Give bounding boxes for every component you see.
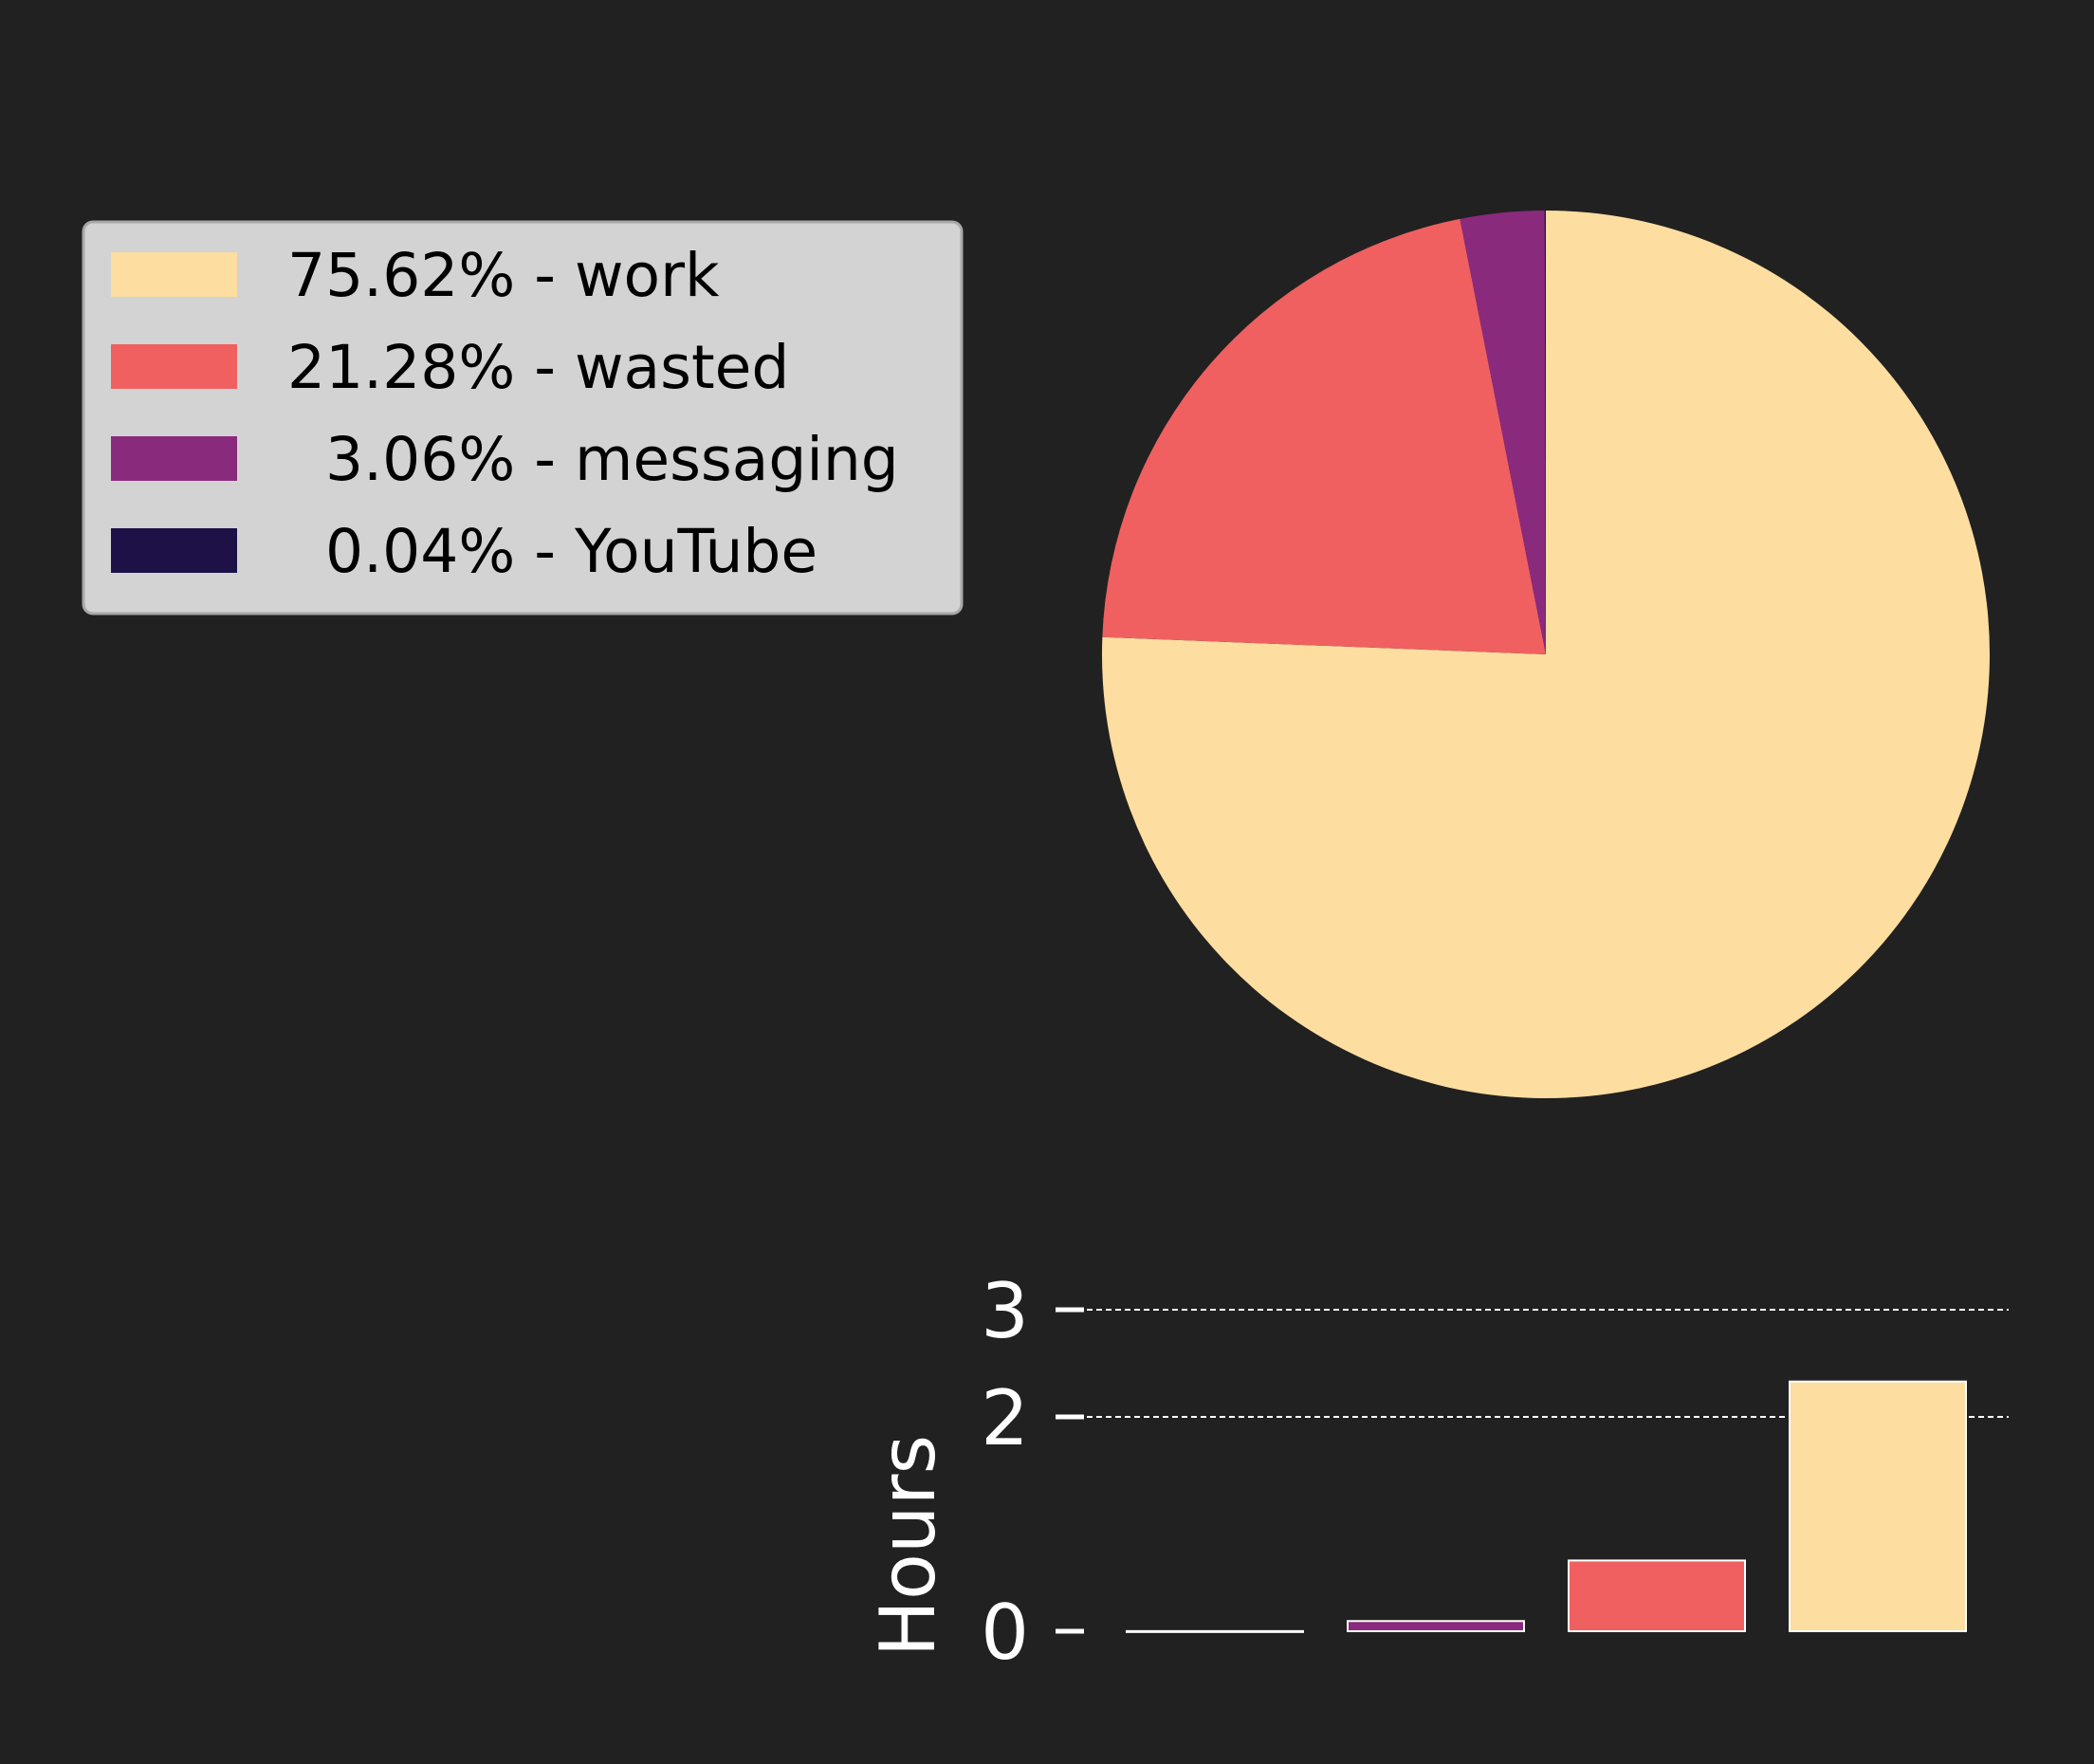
- pie-slice-work: [1102, 211, 1991, 1099]
- legend-label-messaging: 3.06% - messaging: [287, 425, 899, 494]
- bar-work: [1789, 1380, 1967, 1632]
- y-tick-label-0: 0: [981, 1589, 1029, 1677]
- bar-youtube: [1126, 1629, 1304, 1633]
- pie-slice-messaging: [1460, 211, 1546, 655]
- legend-swatch-wasted: [111, 344, 237, 389]
- y-axis-label: Hours: [864, 1435, 952, 1657]
- bar-series: [1126, 1380, 1967, 1633]
- bar-wasted: [1568, 1559, 1746, 1633]
- legend-label-youtube: 0.04% - YouTube: [287, 517, 817, 586]
- legend-label-work: 75.62% - work: [287, 241, 720, 310]
- bar-chart: 0 2 3 Hours: [864, 1267, 2009, 1677]
- pie-slice-wasted: [1102, 218, 1546, 654]
- pie-legend: 75.62% - work 21.28% - wasted 3.06% - me…: [82, 220, 964, 616]
- bar-y-ticks: 0 2 3: [981, 1267, 1084, 1677]
- legend-swatch-youtube: [111, 528, 237, 573]
- legend-label-wasted: 21.28% - wasted: [287, 333, 789, 402]
- bar-messaging: [1347, 1620, 1525, 1633]
- y-tick-label-3: 3: [981, 1267, 1029, 1355]
- legend-frame: [82, 220, 964, 616]
- legend-swatch-messaging: [111, 436, 237, 481]
- y-tick-label-2: 2: [981, 1374, 1029, 1462]
- pie-chart: [1102, 211, 1991, 1099]
- legend-swatch-work: [111, 252, 237, 297]
- pie-slice-youtube: [1544, 211, 1546, 654]
